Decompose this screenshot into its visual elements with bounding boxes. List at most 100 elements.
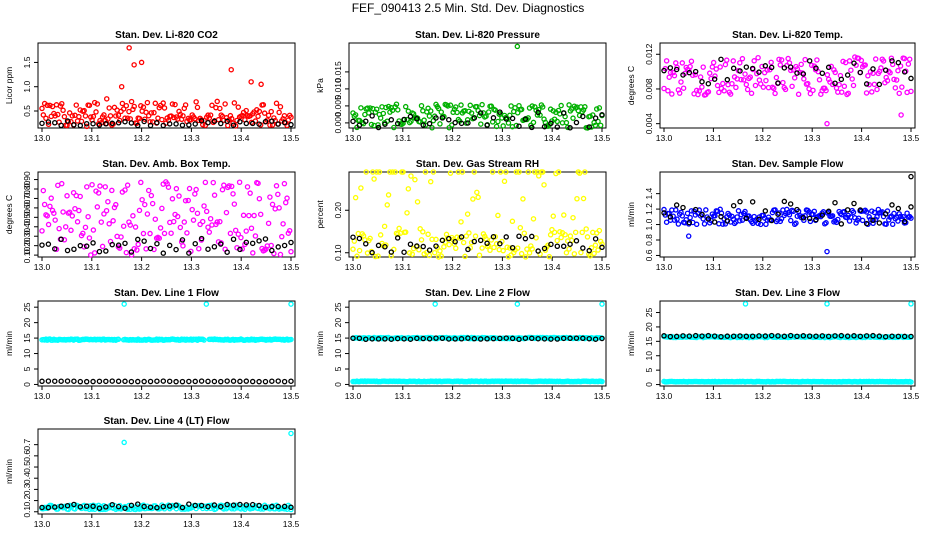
data-point-std-dev (131, 62, 137, 68)
y-tick-label: 10 (22, 349, 32, 359)
data-point-std-dev (235, 231, 242, 237)
data-point-reference (192, 378, 198, 385)
data-point-reference (90, 378, 96, 385)
data-point-std-dev (282, 199, 289, 206)
data-point-std-dev (39, 105, 45, 112)
data-point-reference (83, 120, 90, 127)
data-point-reference (173, 378, 179, 385)
data-point-std-dev (257, 211, 264, 218)
data-point-std-dev (739, 55, 746, 62)
data-point-reference (281, 503, 288, 510)
data-point-std-dev (680, 85, 687, 91)
data-point-std-dev (697, 74, 704, 80)
data-point-reference (249, 501, 256, 508)
data-point-std-dev (850, 82, 857, 89)
data-point-std-dev (772, 207, 778, 213)
data-point-std-dev (483, 113, 489, 119)
data-point-std-dev (265, 112, 272, 119)
data-point-std-dev (350, 246, 356, 252)
data-point-std-dev (391, 124, 397, 131)
data-point-std-dev (159, 205, 165, 212)
data-point-std-dev (48, 195, 54, 201)
data-point-std-dev (786, 212, 793, 218)
x-tick-label: 13.4 (544, 391, 561, 401)
data-point-std-dev (136, 207, 143, 214)
data-point-std-dev (412, 176, 418, 183)
data-point-std-dev (377, 115, 384, 121)
data-point-reference (249, 240, 256, 247)
data-point-reference (166, 378, 173, 385)
y-tick-label: 0.40 (22, 218, 32, 235)
data-point-std-dev (545, 242, 551, 248)
data-point-reference (806, 58, 813, 64)
data-point-std-dev (228, 115, 235, 122)
data-point-reference (414, 115, 420, 122)
data-point-std-dev (825, 76, 832, 83)
data-point-std-dev (513, 122, 520, 129)
data-point-reference (465, 335, 471, 341)
data-point-std-dev (373, 169, 380, 175)
data-point-reference (414, 335, 420, 342)
data-point-std-dev (788, 67, 794, 74)
data-point-std-dev (889, 221, 896, 228)
data-point-reference (211, 244, 218, 250)
data-point-std-dev (123, 249, 130, 256)
y-tick-label: 15 (333, 333, 343, 343)
data-point-reference (775, 211, 781, 217)
data-point-std-dev (671, 72, 678, 79)
data-point-std-dev (126, 108, 132, 115)
data-point-std-dev (841, 83, 848, 90)
data-point-std-dev (288, 336, 294, 343)
data-point-std-dev (744, 86, 751, 93)
x-tick-label: 13.0 (345, 391, 362, 401)
chart-panel-3: Stan. Dev. Li-820 Temp. degrees C 13.0 13.1… (626, 30, 920, 143)
data-point-reference (71, 501, 77, 508)
data-point-std-dev (823, 220, 829, 226)
data-point-reference (230, 122, 237, 128)
data-point-std-dev (584, 234, 591, 240)
plot-frame (659, 42, 916, 129)
data-point-std-dev (367, 105, 373, 111)
data-point-std-dev (468, 110, 475, 116)
data-point-std-dev (566, 102, 572, 108)
data-point-std-dev (453, 245, 459, 252)
data-point-reference (573, 335, 580, 341)
data-point-std-dev (587, 113, 593, 120)
data-point-std-dev (690, 72, 696, 78)
data-point-reference (179, 237, 186, 243)
data-point-std-dev (180, 243, 186, 249)
data-point-reference (269, 118, 275, 124)
data-point-std-dev (459, 169, 466, 175)
data-point-std-dev (674, 64, 680, 71)
data-point-std-dev (151, 109, 157, 116)
data-point-reference (90, 240, 96, 246)
plot-frame (37, 42, 296, 129)
data-point-reference (45, 504, 52, 511)
data-point-std-dev (763, 77, 769, 84)
data-point-reference (198, 502, 205, 509)
data-point-std-dev (679, 60, 686, 66)
data-point-reference (350, 335, 356, 341)
data-point-std-dev (597, 122, 604, 129)
data-point-std-dev (258, 81, 264, 88)
data-point-std-dev (789, 83, 795, 90)
data-point-std-dev (61, 237, 68, 243)
data-point-std-dev (139, 196, 145, 203)
data-point-reference (661, 67, 667, 74)
data-point-std-dev (182, 197, 189, 204)
data-point-reference (503, 116, 509, 122)
data-point-std-dev (59, 180, 65, 187)
data-point-std-dev (714, 82, 721, 89)
data-point-std-dev (426, 252, 433, 259)
data-point-std-dev (485, 109, 492, 115)
data-point-std-dev (395, 107, 401, 113)
data-point-std-dev (69, 213, 76, 219)
data-point-std-dev (737, 60, 743, 66)
data-point-reference (141, 238, 147, 244)
data-point-reference (401, 249, 407, 255)
data-point-reference (516, 233, 522, 239)
data-point-std-dev (181, 219, 188, 225)
data-point-std-dev (40, 112, 47, 118)
data-point-reference (288, 378, 294, 384)
data-point-std-dev (887, 70, 893, 76)
